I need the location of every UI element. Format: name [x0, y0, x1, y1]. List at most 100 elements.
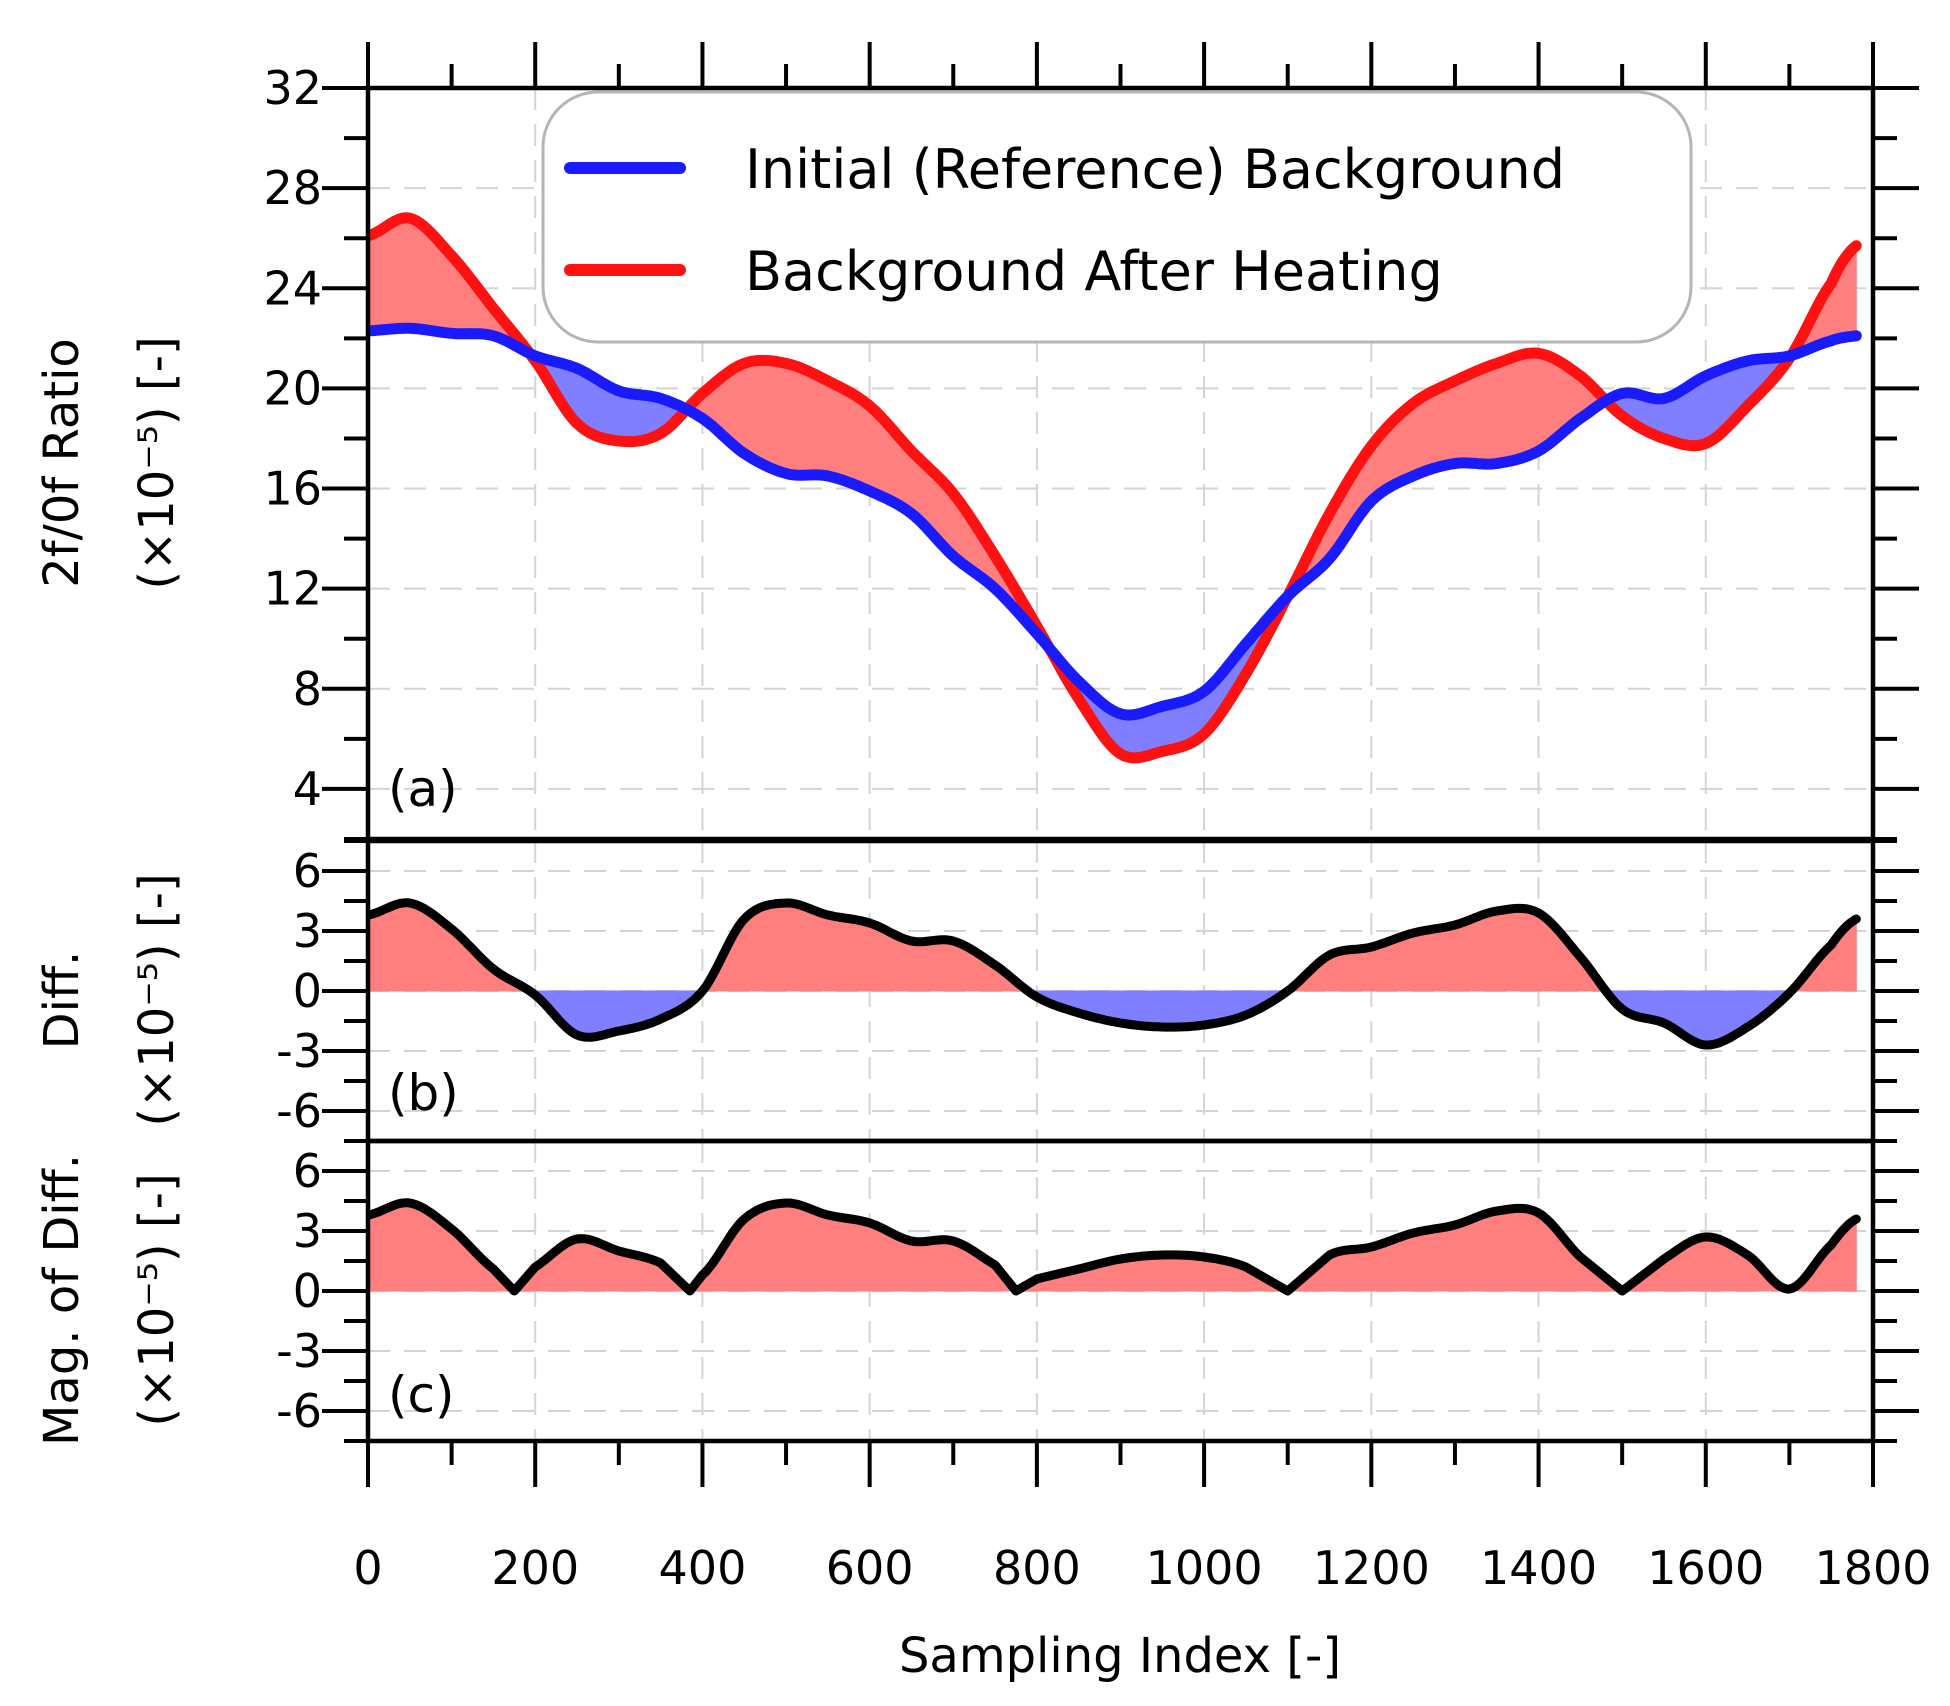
series-line-background-after-heating	[368, 212, 1862, 764]
area-segment-positive	[1847, 1221, 1852, 1292]
area-segment-positive	[564, 1241, 570, 1292]
area-segment-positive	[834, 1215, 839, 1292]
area-segment-positive	[1384, 940, 1389, 992]
fill-segment-negative	[1696, 377, 1702, 447]
area-segment-positive	[763, 904, 769, 992]
area-segment-positive	[377, 1209, 382, 1292]
area-segment-positive	[1370, 945, 1376, 992]
fill-segment-positive	[763, 359, 769, 468]
area-segment-positive	[1523, 1207, 1528, 1292]
fill-segment-positive	[1426, 391, 1431, 472]
fill-segment-positive	[390, 220, 396, 330]
area-segment-positive	[400, 902, 406, 992]
area-segment-positive	[1377, 1243, 1382, 1292]
area-segment-positive	[1419, 1230, 1424, 1292]
area-segment-positive	[419, 905, 424, 992]
area-segment-positive	[889, 1231, 894, 1292]
area-segment-positive	[1491, 1210, 1496, 1292]
area-segment-positive	[822, 912, 827, 992]
area-segment-positive	[1449, 924, 1454, 992]
area-segment-positive	[834, 915, 839, 992]
panel-b-y-title-line2: (×10⁻⁵) [-]	[129, 873, 185, 1126]
area-segment-positive	[1394, 937, 1399, 992]
area-segment-positive	[1407, 932, 1412, 992]
fill-segment-positive	[1502, 358, 1508, 463]
area-segment-positive	[1335, 1250, 1341, 1292]
fill-segment-positive	[1509, 356, 1514, 462]
fill-segment-positive	[847, 390, 852, 484]
fill-segment-negative	[631, 393, 637, 443]
area-segment-positive	[1474, 915, 1479, 992]
area-segment-positive	[1342, 949, 1347, 992]
fill-segment-negative	[606, 384, 611, 441]
area-segment-positive	[847, 1217, 852, 1292]
y-tick-label: 20	[263, 361, 322, 415]
fill-segment-positive	[439, 241, 444, 333]
area-segment-positive	[451, 927, 456, 992]
fill-segment-positive	[1412, 399, 1417, 477]
area-segment-positive	[1394, 1237, 1399, 1292]
fill-segment-positive	[1474, 369, 1479, 465]
area-segment-positive	[931, 939, 936, 992]
area-segment-positive	[583, 1238, 588, 1292]
area-segment-positive	[1442, 926, 1448, 992]
fill-segment-negative	[589, 374, 595, 436]
axis-ticks	[322, 42, 1919, 1487]
y-tick-label: 6	[293, 1144, 322, 1198]
fill-segment-positive	[798, 366, 804, 476]
area-segment-positive	[1412, 931, 1417, 992]
area-segment-positive	[757, 906, 762, 992]
area-segment-positive	[854, 918, 859, 992]
area-segment-positive	[1352, 948, 1357, 992]
area-segment-positive	[895, 1234, 901, 1292]
area-segment-positive	[1400, 934, 1406, 992]
y-tick-label: 3	[293, 1204, 322, 1258]
area-segment-positive	[921, 940, 926, 992]
fill-segment-positive	[1454, 378, 1459, 465]
area-segment-positive	[1551, 922, 1556, 992]
area-segment-positive	[944, 1239, 949, 1292]
fill-segment-positive	[1442, 384, 1448, 467]
area-segment-positive	[1407, 1232, 1412, 1292]
area-segment-positive	[370, 912, 376, 992]
fill-segment-positive	[750, 360, 755, 461]
panel-a-lines	[368, 212, 1862, 764]
area-segment-negative	[1696, 990, 1702, 1045]
x-tick-label: 0	[353, 1541, 382, 1595]
fill-segment-positive	[872, 407, 877, 495]
y-tick-label: 32	[263, 61, 322, 115]
y-tick-label: 0	[293, 1264, 322, 1318]
area-segment-negative	[1185, 990, 1190, 1028]
area-segment-positive	[1400, 1234, 1406, 1292]
area-segment-positive	[1370, 1245, 1376, 1292]
series-line-diff	[368, 898, 1861, 1050]
x-tick-label: 1600	[1647, 1541, 1764, 1595]
area-segment-positive	[882, 1227, 887, 1292]
area-segment-positive	[1178, 1254, 1183, 1292]
panel-b-label: (b)	[388, 1064, 459, 1122]
area-segment-positive	[1454, 1223, 1459, 1292]
area-segment-positive	[1533, 1209, 1538, 1292]
area-segment-positive	[1359, 1247, 1364, 1292]
area-segment-positive	[1185, 1254, 1190, 1292]
area-segment-positive	[1359, 947, 1364, 992]
fill-segment-positive	[412, 218, 417, 330]
fill-segment-positive	[1516, 354, 1521, 461]
area-segment-positive	[1419, 930, 1424, 992]
area-segment-positive	[451, 1227, 456, 1292]
area-segment-positive	[750, 1210, 755, 1292]
area-segment-positive	[792, 902, 797, 992]
y-tick-label: -3	[276, 1324, 322, 1378]
y-tick-label: 4	[293, 762, 322, 816]
area-segment-positive	[872, 923, 877, 992]
area-segment-positive	[1191, 1255, 1197, 1292]
area-segment-positive	[1136, 1255, 1142, 1292]
panel-c-lines	[368, 1198, 1861, 1296]
x-axis-title: Sampling Index [-]	[899, 1628, 1341, 1684]
area-segment-negative	[589, 990, 595, 1038]
fill-segment-positive	[1523, 353, 1528, 459]
fill-segment-positive	[451, 254, 456, 335]
area-segment-negative	[599, 990, 605, 1037]
area-segment-positive	[631, 1253, 637, 1292]
fill-segment-negative	[625, 392, 630, 443]
